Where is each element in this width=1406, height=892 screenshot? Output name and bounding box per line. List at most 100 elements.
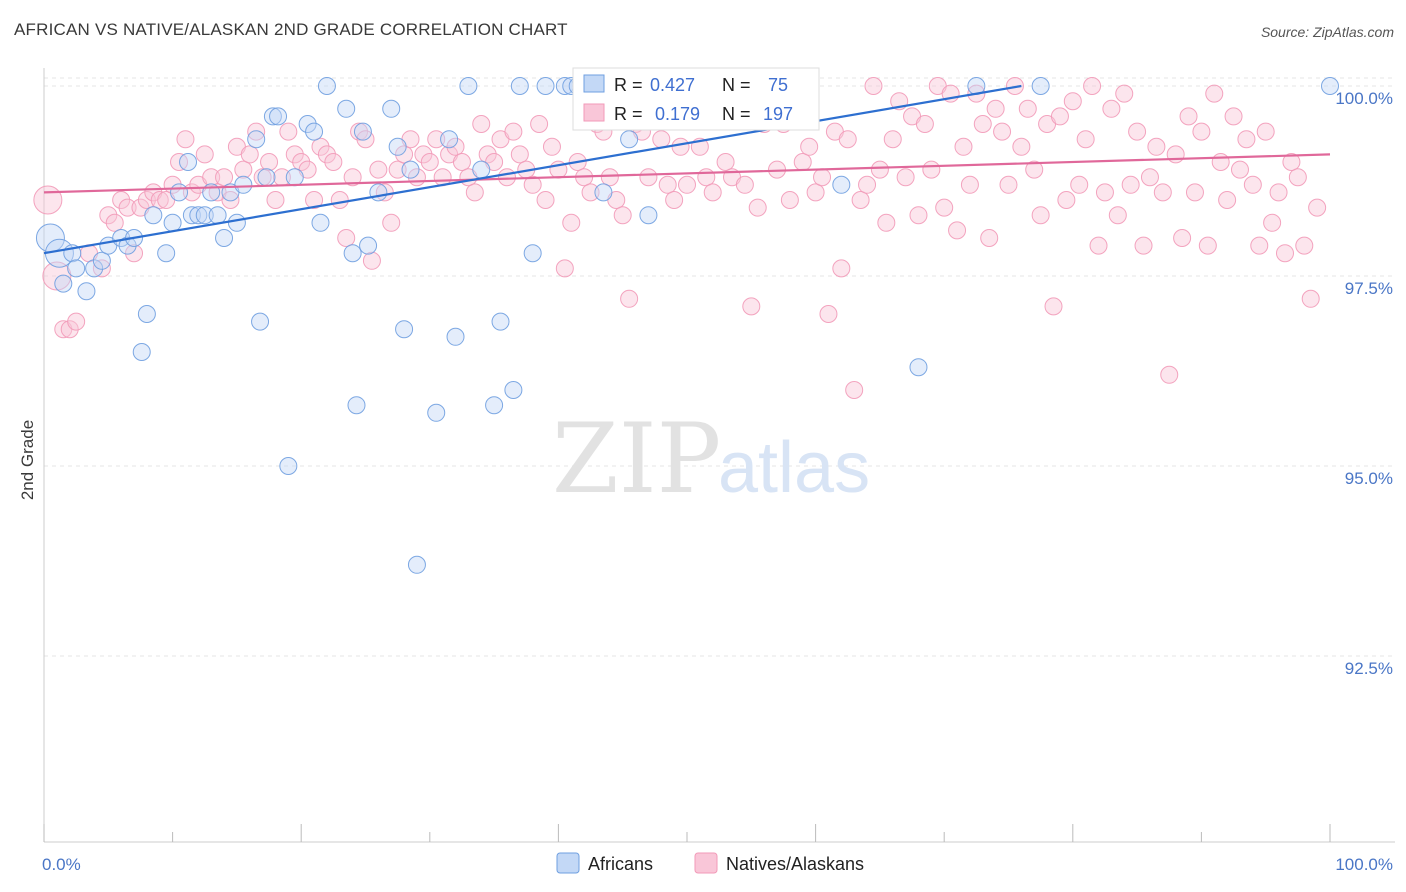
africans-point-64: [594, 183, 613, 202]
natives-point-156: [1057, 191, 1076, 209]
natives-point-53: [395, 145, 414, 164]
natives-point-10: [118, 198, 137, 217]
natives-point-8: [105, 213, 124, 232]
legend-swatch-natives: [583, 103, 605, 122]
africans-point-13: [137, 305, 156, 323]
natives-point-3: [60, 320, 79, 339]
natives-point-180: [1211, 153, 1230, 171]
africans-point-37: [311, 213, 330, 232]
natives-point-44: [337, 229, 356, 247]
africans-point-34: [285, 168, 304, 187]
natives-point-4: [67, 312, 86, 331]
legend-r-africans: 0.427: [650, 75, 695, 95]
africans-point-58: [510, 77, 529, 95]
africans-point-44: [369, 183, 388, 202]
natives-point-186: [1250, 236, 1269, 255]
natives-point-161: [1089, 236, 1108, 255]
natives-point-35: [279, 122, 298, 141]
natives-point-181: [1218, 191, 1237, 209]
natives-point-95: [665, 191, 684, 209]
natives-point-113: [780, 191, 799, 209]
natives-point-160: [1083, 77, 1102, 95]
natives-point-129: [883, 130, 902, 149]
natives-point-88: [620, 289, 639, 308]
legend-r-label-natives: R =: [614, 104, 643, 124]
chart-title: AFRICAN VS NATIVE/ALASKAN 2ND GRADE CORR…: [14, 20, 568, 39]
bottom-legend: Africans Natives/Alaskans: [556, 852, 864, 874]
natives-point-103: [716, 153, 735, 171]
x-tick-label-1: 100.0%: [1335, 855, 1393, 874]
natives-point-71: [510, 145, 529, 164]
africans-point-5: [77, 282, 96, 301]
natives-point-42: [324, 153, 343, 171]
natives-point-173: [1166, 145, 1185, 164]
natives-point-141: [960, 175, 979, 194]
africans-point-2: [54, 274, 73, 293]
natives-point-145: [986, 99, 1005, 118]
natives-point-107: [742, 297, 761, 316]
africans-point-23: [208, 206, 227, 225]
africans-point-14: [144, 206, 163, 225]
natives-point-126: [864, 77, 883, 95]
natives-point-172: [1160, 365, 1179, 384]
natives-point-36: [285, 145, 304, 164]
natives-point-122: [838, 130, 857, 149]
africans-point-27: [234, 175, 253, 194]
bottom-legend-africans: Africans: [588, 854, 653, 874]
africans-point-49: [407, 555, 426, 574]
bottom-legend-natives: Natives/Alaskans: [726, 854, 864, 874]
legend-r-natives: 0.179: [650, 104, 700, 124]
legend-r-label-africans: R =: [614, 75, 643, 95]
natives-point-117: [806, 183, 825, 202]
africans-trend-line: [43, 84, 1022, 255]
natives-point-123: [845, 381, 864, 399]
natives-point-190: [1275, 244, 1294, 263]
natives-point-137: [935, 198, 954, 217]
africans-point-48: [401, 160, 420, 179]
y-tick-label-1: 97.5%: [1345, 279, 1393, 298]
africans-point-54: [472, 160, 491, 179]
natives-point-192: [1288, 168, 1307, 187]
africans-point-19: [182, 206, 201, 225]
natives-point-115: [793, 153, 812, 171]
natives-point-164: [1108, 206, 1127, 225]
bottom-legend-swatch-africans: [556, 852, 580, 874]
natives-point-85: [600, 168, 619, 187]
natives-point-58: [427, 130, 446, 149]
natives-point-1: [42, 261, 72, 291]
natives-point-76: [542, 137, 561, 156]
natives-point-178: [1198, 236, 1217, 255]
natives-point-96: [671, 137, 690, 156]
axes: [43, 68, 1395, 843]
africans-point-57: [504, 381, 523, 399]
natives-point-43: [330, 191, 349, 209]
natives-point-18: [170, 153, 189, 171]
natives-point-158: [1070, 175, 1089, 194]
natives-point-135: [922, 160, 941, 179]
natives-point-165: [1115, 84, 1134, 103]
africans-point-17: [170, 183, 189, 202]
natives-point-162: [1095, 183, 1114, 202]
natives-point-32: [260, 153, 279, 171]
natives-point-74: [530, 115, 549, 133]
natives-point-179: [1205, 84, 1224, 103]
natives-point-182: [1224, 107, 1243, 126]
natives-point-48: [362, 251, 381, 270]
natives-point-144: [980, 229, 999, 247]
natives-point-73: [523, 175, 542, 194]
africans-point-50: [427, 403, 446, 422]
africans-point-53: [459, 77, 478, 95]
y-tick-labels: 100.0% 97.5% 95.0% 92.5%: [1335, 89, 1393, 678]
natives-point-91: [639, 168, 658, 187]
natives-point-6: [92, 259, 111, 278]
natives-point-174: [1173, 229, 1192, 247]
natives-point-168: [1134, 236, 1153, 255]
africans-point-56: [491, 312, 510, 331]
africans-point-38: [317, 77, 336, 95]
africans-point-18: [179, 153, 198, 171]
africans-point-45: [382, 99, 401, 118]
natives-point-195: [1308, 198, 1327, 217]
natives-point-78: [555, 259, 574, 278]
natives-point-159: [1076, 130, 1095, 149]
bottom-legend-swatch-natives: [694, 852, 718, 874]
